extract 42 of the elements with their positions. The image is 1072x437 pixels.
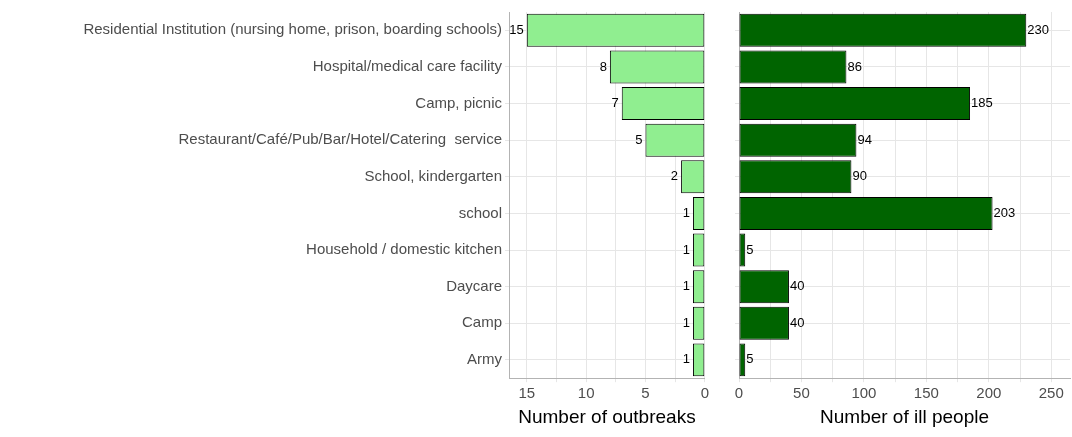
data-label: 15 bbox=[509, 21, 524, 37]
x-tick-label: 200 bbox=[976, 384, 1002, 402]
y-tick-label: Residential Institution (nursing home, prison, boarding schools) bbox=[83, 20, 502, 38]
y-tick-label: Camp bbox=[461, 313, 502, 331]
data-label: 185 bbox=[971, 95, 993, 111]
data-label: 40 bbox=[789, 314, 805, 330]
data-label: 1 bbox=[682, 351, 690, 367]
x-tick-label: 250 bbox=[1038, 384, 1064, 402]
x-axis-title: Number of ill people bbox=[820, 405, 989, 427]
x-tick-label: 0 bbox=[700, 384, 709, 402]
x-tick-label: 10 bbox=[577, 384, 595, 402]
data-label: 5 bbox=[746, 351, 754, 367]
data-label: 203 bbox=[993, 204, 1016, 220]
y-tick-label: Camp, picnic bbox=[415, 93, 503, 111]
x-tick-label: 50 bbox=[793, 384, 810, 402]
data-label: 86 bbox=[847, 58, 862, 74]
data-label: 1 bbox=[682, 278, 690, 294]
y-tick-label: Hospital/medical care facility bbox=[312, 57, 503, 75]
x-tick-label: 5 bbox=[641, 384, 650, 402]
y-tick-label: Daycare bbox=[446, 276, 502, 294]
data-label: 2 bbox=[670, 168, 679, 184]
x-tick-label: 15 bbox=[518, 384, 536, 402]
data-label: 7 bbox=[611, 95, 619, 111]
data-label: 94 bbox=[857, 131, 872, 147]
x-tick-label: 100 bbox=[851, 384, 877, 402]
y-tick-label: Army bbox=[467, 350, 503, 368]
y-tick-label: school bbox=[458, 203, 502, 221]
data-label: 1 bbox=[682, 314, 690, 330]
y-tick-label: Restaurant/Café/Pub/Bar/Hotel/Catering service bbox=[178, 130, 502, 148]
data-label: 90 bbox=[852, 168, 867, 184]
y-tick-label: School, kindergarten bbox=[364, 166, 502, 184]
data-label: 40 bbox=[789, 278, 805, 294]
data-label: 8 bbox=[599, 58, 607, 74]
x-tick-label: 0 bbox=[734, 384, 744, 402]
data-label: 1 bbox=[682, 204, 690, 220]
data-label: 1 bbox=[682, 241, 690, 257]
x-axis-title: Number of outbreaks bbox=[518, 405, 696, 427]
data-label: 5 bbox=[746, 241, 754, 257]
y-tick-label: Household / domestic kitchen bbox=[306, 240, 502, 258]
data-label: 230 bbox=[1027, 21, 1049, 37]
x-tick-label: 150 bbox=[913, 384, 939, 402]
data-label: 5 bbox=[635, 131, 643, 147]
